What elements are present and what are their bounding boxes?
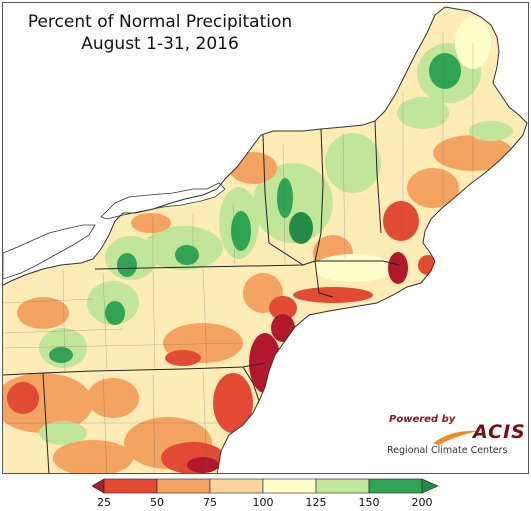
map-title: Percent of Normal Precipitation	[27, 12, 293, 32]
state-boundaries	[3, 120, 400, 473]
county-lines	[3, 33, 474, 473]
legend-label: 125	[305, 496, 327, 509]
legend-colorbar	[91, 478, 439, 494]
legend-label: 75	[203, 496, 217, 509]
legend-label: 200	[411, 496, 433, 509]
coastline	[3, 6, 528, 473]
legend-label: 150	[358, 496, 380, 509]
color-legend: 25 50 75 100 125 150 200	[91, 478, 439, 510]
map-panel	[2, 2, 529, 474]
legend-label: 50	[150, 496, 164, 509]
precipitation-map	[3, 6, 528, 473]
logo-name: ACIS	[473, 421, 526, 443]
lake-erie	[3, 224, 96, 280]
acis-logo: Powered by ACIS Regional Climate Centers	[383, 413, 525, 461]
map-subtitle: August 1-31, 2016	[81, 34, 239, 54]
logo-swoosh-icon	[433, 430, 479, 445]
legend-label: 100	[252, 496, 274, 509]
logo-powered-by: Powered by	[389, 414, 456, 425]
logo-subtitle: Regional Climate Centers	[387, 445, 508, 456]
legend-label: 25	[97, 496, 111, 509]
